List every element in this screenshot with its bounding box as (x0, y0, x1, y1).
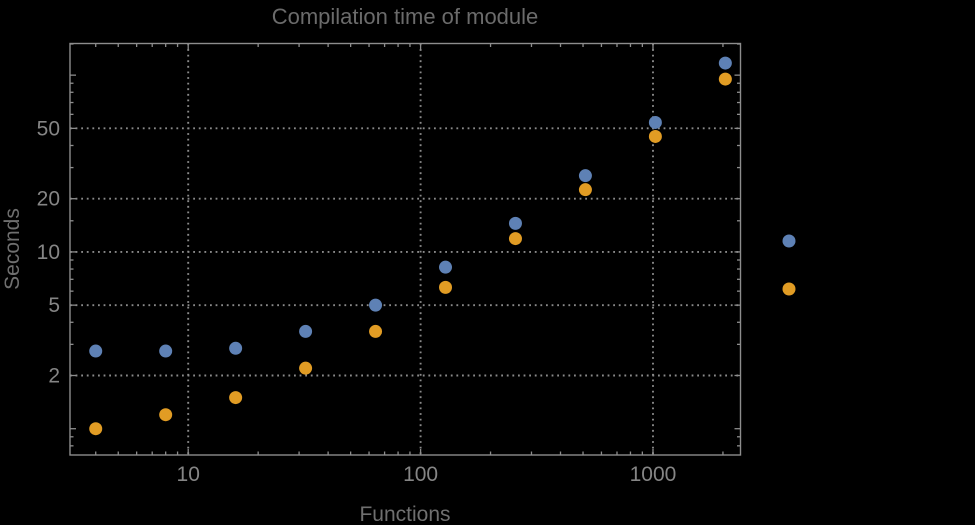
x-axis-label: Functions (359, 503, 451, 525)
data-point-blue (229, 341, 243, 355)
data-point-orange (508, 232, 522, 246)
x-tick-label: 10 (177, 463, 200, 486)
data-point-orange (369, 324, 383, 338)
data-point-blue (648, 115, 662, 129)
data-point-orange (299, 361, 313, 375)
data-point-orange (578, 183, 592, 197)
data-point-blue (439, 260, 453, 274)
legend-marker-blue (782, 234, 796, 248)
plot-frame (69, 42, 742, 456)
data-point-orange (718, 72, 732, 86)
data-point-blue (508, 216, 522, 230)
data-point-orange (648, 129, 662, 143)
legend-marker-orange (782, 282, 796, 296)
data-point-orange (89, 422, 103, 436)
y-tick-label: 10 (37, 241, 60, 264)
chart-title: Compilation time of module (271, 4, 539, 29)
y-tick-label: 2 (48, 364, 60, 387)
y-tick-label: 50 (37, 117, 60, 140)
y-tick-label: 20 (37, 188, 60, 211)
data-point-blue (299, 324, 313, 338)
x-tick-label: 1000 (630, 463, 677, 486)
data-point-blue (578, 169, 592, 183)
data-point-blue (718, 56, 732, 70)
data-point-orange (229, 391, 243, 405)
data-point-orange (439, 280, 453, 294)
data-point-blue (369, 298, 383, 312)
data-point-blue (89, 344, 103, 358)
data-point-orange (159, 408, 173, 422)
y-tick-label: 5 (48, 294, 60, 317)
y-axis-label: Seconds (1, 208, 24, 290)
x-tick-label: 100 (403, 463, 438, 486)
data-point-blue (159, 344, 173, 358)
